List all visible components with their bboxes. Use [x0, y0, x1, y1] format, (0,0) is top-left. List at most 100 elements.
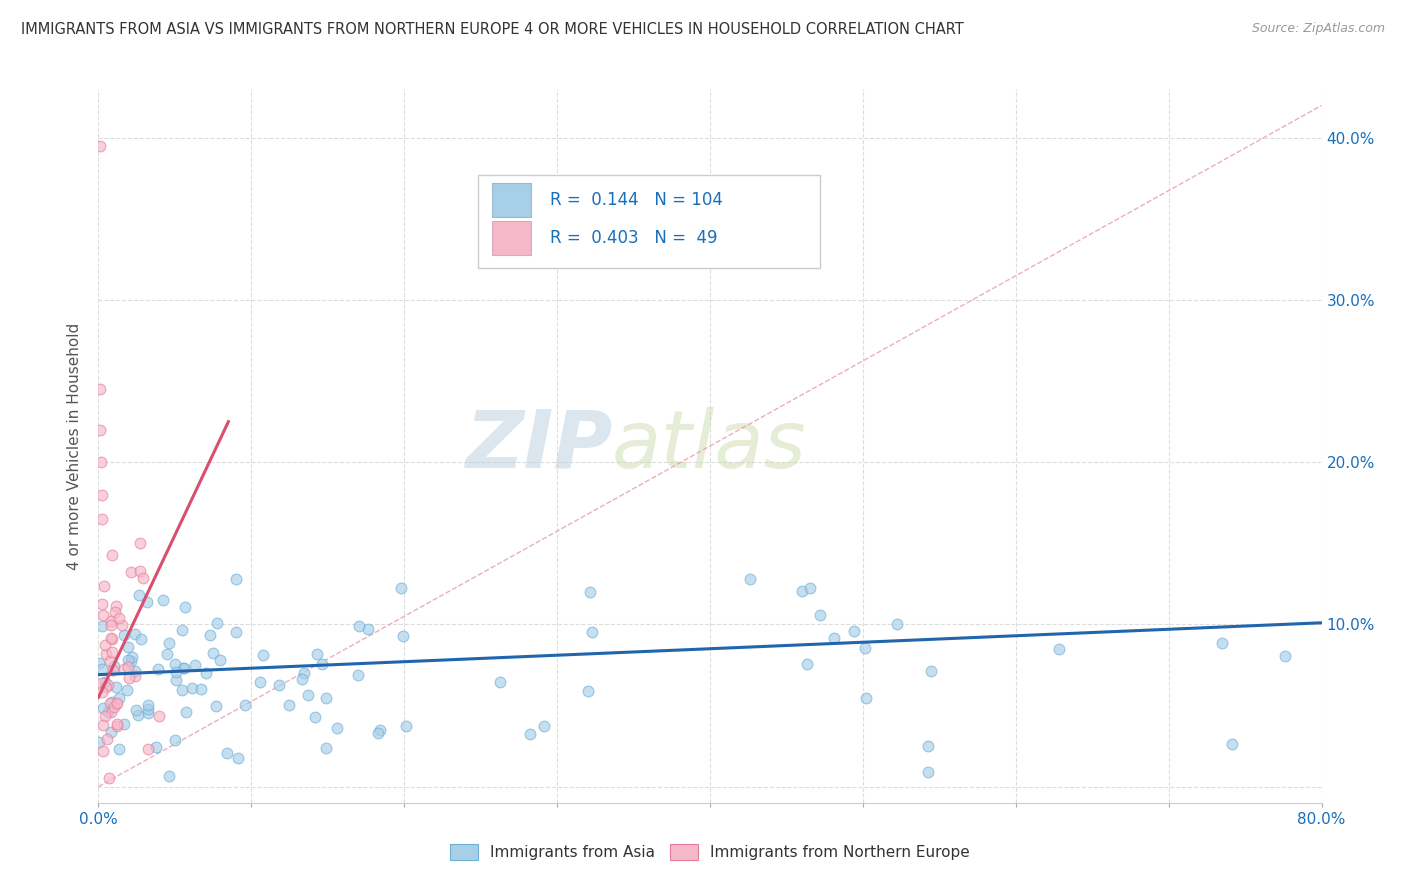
- Point: [165, 673, 187, 687]
- Point: [101, 548, 124, 562]
- Point: [90, 512, 112, 526]
- Point: [174, 705, 197, 719]
- Point: [252, 648, 274, 662]
- Point: [208, 653, 231, 667]
- Point: [367, 725, 389, 739]
- Point: [228, 751, 250, 765]
- Text: Source: ZipAtlas.com: Source: ZipAtlas.com: [1251, 22, 1385, 36]
- Point: [315, 741, 337, 756]
- Point: [163, 657, 186, 671]
- Point: [225, 572, 247, 586]
- FancyBboxPatch shape: [478, 175, 820, 268]
- Point: [105, 717, 128, 731]
- Point: [91, 598, 114, 612]
- Point: [533, 719, 555, 733]
- Point: [180, 681, 202, 695]
- Text: IMMIGRANTS FROM ASIA VS IMMIGRANTS FROM NORTHERN EUROPE 4 OR MORE VEHICLES IN HO: IMMIGRANTS FROM ASIA VS IMMIGRANTS FROM …: [21, 22, 965, 37]
- Point: [100, 724, 122, 739]
- Point: [267, 677, 290, 691]
- Point: [103, 700, 125, 714]
- Point: [917, 765, 939, 780]
- Point: [128, 536, 150, 550]
- Point: [136, 698, 159, 712]
- Point: [823, 631, 845, 645]
- Point: [104, 599, 127, 613]
- Point: [96, 647, 118, 661]
- Point: [93, 579, 115, 593]
- Text: R =  0.403   N =  49: R = 0.403 N = 49: [550, 228, 717, 246]
- Point: [91, 685, 114, 699]
- Point: [157, 636, 180, 650]
- Point: [194, 666, 217, 681]
- Point: [100, 654, 122, 668]
- Point: [917, 739, 939, 753]
- Point: [291, 672, 314, 686]
- Point: [576, 684, 599, 698]
- Point: [489, 674, 512, 689]
- Point: [112, 717, 135, 731]
- Point: [87, 656, 110, 670]
- Point: [107, 691, 129, 706]
- Point: [395, 719, 418, 733]
- Point: [326, 722, 349, 736]
- Point: [105, 719, 128, 733]
- Point: [152, 592, 174, 607]
- Point: [136, 741, 159, 756]
- Point: [886, 616, 908, 631]
- Bar: [492, 220, 531, 255]
- Point: [98, 696, 121, 710]
- Point: [105, 697, 128, 711]
- Point: [172, 661, 194, 675]
- Point: [297, 688, 319, 702]
- Point: [117, 653, 139, 667]
- Point: [118, 671, 141, 685]
- Point: [96, 680, 118, 694]
- Point: [311, 657, 333, 671]
- Point: [207, 615, 229, 630]
- Point: [198, 627, 221, 641]
- Point: [108, 742, 131, 756]
- Point: [349, 619, 371, 633]
- Point: [304, 710, 326, 724]
- Point: [357, 622, 380, 636]
- Point: [136, 701, 159, 715]
- Point: [233, 698, 256, 712]
- Text: R =  0.144   N = 104: R = 0.144 N = 104: [550, 191, 723, 209]
- Point: [129, 565, 152, 579]
- Point: [205, 698, 228, 713]
- Point: [170, 623, 193, 637]
- Point: [91, 676, 114, 690]
- Point: [97, 772, 120, 786]
- Point: [91, 744, 114, 758]
- Point: [808, 607, 831, 622]
- Y-axis label: 4 or more Vehicles in Household: 4 or more Vehicles in Household: [67, 322, 83, 570]
- Point: [578, 584, 600, 599]
- Text: ZIP: ZIP: [465, 407, 612, 485]
- Point: [792, 583, 814, 598]
- Point: [100, 705, 122, 719]
- Point: [104, 680, 127, 694]
- Point: [581, 624, 603, 639]
- Point: [368, 723, 391, 738]
- Point: [128, 589, 150, 603]
- Point: [740, 572, 762, 586]
- Point: [117, 683, 139, 698]
- Point: [90, 488, 112, 502]
- Point: [104, 605, 127, 619]
- Point: [132, 571, 155, 585]
- Point: [796, 657, 818, 671]
- Point: [853, 640, 876, 655]
- Point: [145, 740, 167, 755]
- Point: [100, 632, 122, 647]
- Point: [89, 735, 111, 749]
- Point: [91, 662, 114, 676]
- Point: [112, 628, 135, 642]
- Point: [124, 664, 146, 678]
- Point: [89, 139, 111, 153]
- Point: [100, 631, 122, 645]
- Text: atlas: atlas: [612, 407, 807, 485]
- Bar: [492, 183, 531, 217]
- Point: [91, 607, 114, 622]
- Point: [117, 659, 139, 673]
- Point: [117, 640, 139, 654]
